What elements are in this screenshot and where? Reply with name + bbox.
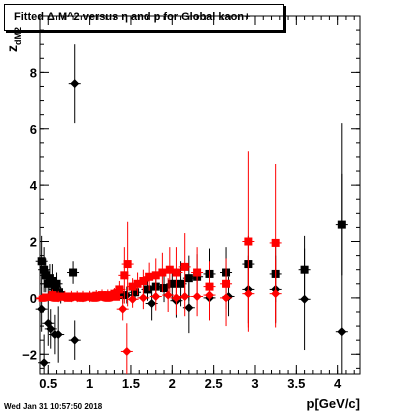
data-point-square (44, 279, 53, 288)
x-tick-label: 1.5 (122, 376, 140, 391)
data-point-square (165, 265, 174, 274)
x-tick-label: 2.5 (205, 376, 223, 391)
y-tick-label: 0 (30, 291, 37, 306)
data-point-diamond (184, 303, 194, 313)
data-point-diamond (118, 304, 128, 314)
data-point-square (160, 284, 169, 293)
data-point-square (271, 238, 280, 247)
data-point-diamond (271, 289, 281, 299)
data-point-diamond (39, 358, 49, 368)
data-point-square (193, 268, 202, 277)
timestamp: Wed Jan 31 10:57:50 2018 (4, 402, 103, 411)
y-axis-label-sub: dM2 (12, 27, 23, 45)
data-point-square (184, 274, 193, 283)
data-point-diamond (205, 290, 215, 300)
data-point-diamond (151, 291, 161, 301)
data-point-diamond (300, 294, 310, 304)
data-point-square (133, 279, 142, 288)
data-point-diamond (180, 291, 190, 301)
data-point-square (158, 268, 167, 277)
series-4 (35, 293, 124, 302)
data-point-diamond (37, 304, 47, 314)
series-1 (35, 44, 348, 374)
data-point-diamond (138, 293, 148, 303)
data-point-square (151, 271, 160, 280)
x-axis-label: p[GeV/c] (306, 396, 360, 411)
data-point-square (168, 279, 177, 288)
x-tick-label: 3 (251, 376, 258, 391)
data-point-square (114, 294, 121, 301)
data-point-diamond (171, 293, 181, 303)
y-tick-label: −2 (22, 347, 37, 362)
data-point-diamond (337, 327, 347, 337)
data-point-square (37, 257, 46, 266)
data-point-square (48, 276, 57, 285)
data-point-square (115, 285, 124, 294)
series-0 (35, 173, 348, 307)
data-point-square (244, 237, 253, 246)
plot-frame (39, 15, 361, 375)
data-point-square (123, 260, 132, 269)
data-point-diamond (46, 324, 56, 334)
y-axis-label: zdM2 (4, 27, 23, 52)
series-2 (46, 151, 282, 332)
data-point-square (145, 272, 154, 281)
data-point-square (180, 262, 189, 271)
data-point-square (139, 276, 148, 285)
data-point-square (52, 279, 61, 288)
y-tick-label: 4 (30, 178, 38, 193)
data-point-diamond (243, 289, 253, 299)
x-tick-label: 0.5 (39, 376, 57, 391)
data-point-diamond (128, 294, 138, 304)
y-tick-label: 8 (30, 65, 37, 80)
data-point-diamond (70, 335, 80, 345)
data-point-diamond (163, 290, 173, 300)
x-tick-label: 4 (334, 376, 342, 391)
data-marks (35, 44, 348, 374)
x-tick-label: 2 (169, 376, 176, 391)
data-point-diamond (122, 346, 132, 356)
data-point-square (131, 288, 140, 297)
data-point-square (120, 271, 129, 280)
y-axis-label-main: z (4, 45, 20, 52)
data-point-square (41, 271, 50, 280)
data-point-diamond (192, 291, 202, 301)
x-tick-label: 3.5 (287, 376, 305, 391)
x-tick-label: 1 (86, 376, 93, 391)
series-3 (116, 259, 282, 374)
y-tick-label: 2 (30, 235, 37, 250)
data-point-square (172, 268, 181, 277)
data-point-square (176, 279, 185, 288)
data-point-diamond (221, 293, 231, 303)
data-point-square (40, 265, 49, 274)
data-point-diamond (70, 79, 80, 89)
data-point-square (143, 285, 152, 294)
y-tick-label: 6 (30, 122, 37, 137)
axis-ticks: 0.5 1 1.5 2 2.5 3 3.5 4 −2 0 2 4 6 8 (22, 15, 360, 391)
data-point-square (50, 285, 59, 294)
data-point-square (69, 268, 78, 277)
data-point-diamond (147, 299, 157, 309)
data-point-square (128, 282, 137, 291)
data-point-diamond (53, 330, 63, 340)
